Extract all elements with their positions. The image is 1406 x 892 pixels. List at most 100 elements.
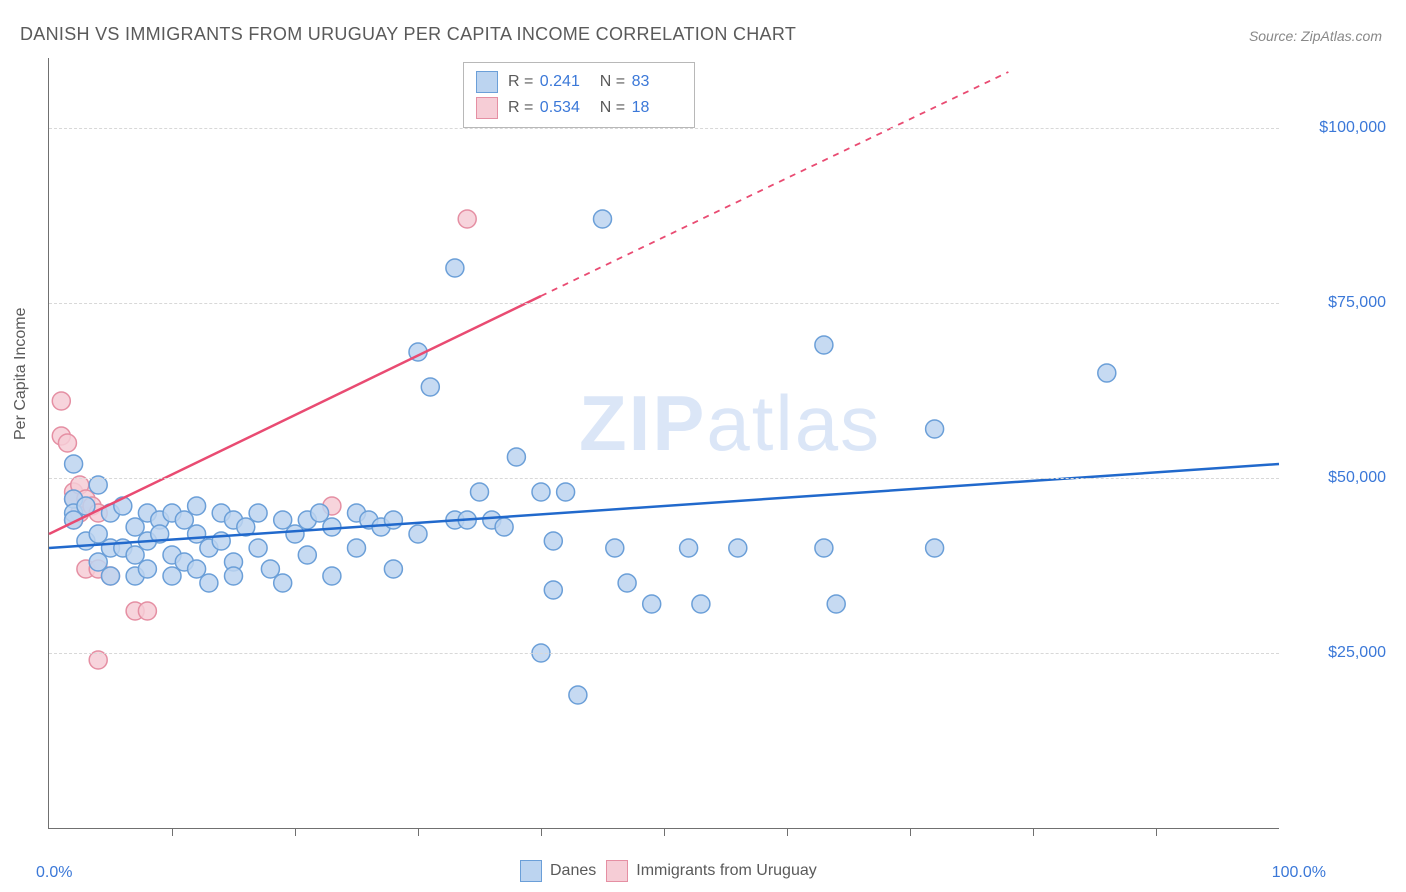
data-point bbox=[544, 581, 562, 599]
data-point bbox=[1098, 364, 1116, 382]
data-point bbox=[249, 504, 267, 522]
data-point bbox=[827, 595, 845, 613]
data-point bbox=[188, 560, 206, 578]
legend-row-uruguay: R = 0.534 N = 18 bbox=[476, 95, 682, 121]
data-point bbox=[926, 539, 944, 557]
data-point bbox=[618, 574, 636, 592]
n-label: N = bbox=[600, 99, 630, 116]
n-value-uruguay: 18 bbox=[632, 99, 682, 117]
data-point bbox=[606, 539, 624, 557]
data-point bbox=[557, 483, 575, 501]
y-tick-label: $100,000 bbox=[1319, 119, 1386, 137]
x-tick bbox=[664, 828, 665, 836]
x-tick bbox=[787, 828, 788, 836]
data-point bbox=[200, 574, 218, 592]
data-point bbox=[348, 539, 366, 557]
danes-swatch-bottom bbox=[520, 860, 542, 882]
uruguay-swatch-bottom bbox=[606, 860, 628, 882]
data-point bbox=[249, 539, 267, 557]
r-label: R = bbox=[508, 73, 538, 90]
data-point bbox=[188, 525, 206, 543]
gridline bbox=[49, 653, 1279, 654]
scatter-plot-svg bbox=[49, 58, 1279, 828]
data-point bbox=[471, 483, 489, 501]
data-point bbox=[692, 595, 710, 613]
data-point bbox=[815, 336, 833, 354]
danes-swatch bbox=[476, 71, 498, 93]
data-point bbox=[594, 210, 612, 228]
data-point bbox=[138, 602, 156, 620]
data-point bbox=[274, 574, 292, 592]
data-point bbox=[680, 539, 698, 557]
uruguay-label: Immigrants from Uruguay bbox=[636, 862, 817, 880]
y-tick-label: $75,000 bbox=[1328, 294, 1386, 312]
n-value-danes: 83 bbox=[632, 73, 682, 91]
data-point bbox=[102, 567, 120, 585]
x-tick bbox=[1033, 828, 1034, 836]
series-legend: Danes Immigrants from Uruguay bbox=[520, 860, 817, 882]
r-value-danes: 0.241 bbox=[540, 73, 590, 91]
data-point bbox=[188, 497, 206, 515]
data-point bbox=[926, 420, 944, 438]
trend-line-uruguay bbox=[49, 296, 541, 534]
legend-row-danes: R = 0.241 N = 83 bbox=[476, 69, 682, 95]
data-point bbox=[274, 511, 292, 529]
x-tick bbox=[172, 828, 173, 836]
x-tick bbox=[418, 828, 419, 836]
data-point bbox=[126, 518, 144, 536]
gridline bbox=[49, 128, 1279, 129]
data-point bbox=[52, 392, 70, 410]
gridline bbox=[49, 478, 1279, 479]
data-point bbox=[458, 210, 476, 228]
x-tick bbox=[295, 828, 296, 836]
data-point bbox=[384, 560, 402, 578]
data-point bbox=[569, 686, 587, 704]
data-point bbox=[495, 518, 513, 536]
danes-label: Danes bbox=[550, 862, 596, 880]
data-point bbox=[446, 259, 464, 277]
correlation-legend: R = 0.241 N = 83 R = 0.534 N = 18 bbox=[463, 62, 695, 128]
data-point bbox=[286, 525, 304, 543]
data-point bbox=[65, 455, 83, 473]
data-point bbox=[532, 483, 550, 501]
data-point bbox=[138, 560, 156, 578]
n-label: N = bbox=[600, 73, 630, 90]
data-point bbox=[175, 511, 193, 529]
r-value-uruguay: 0.534 bbox=[540, 99, 590, 117]
data-point bbox=[89, 525, 107, 543]
gridline bbox=[49, 303, 1279, 304]
x-axis-max-label: 100.0% bbox=[1272, 864, 1326, 882]
source-attribution: Source: ZipAtlas.com bbox=[1249, 28, 1382, 44]
data-point bbox=[311, 504, 329, 522]
data-point bbox=[114, 497, 132, 515]
data-point bbox=[544, 532, 562, 550]
plot-area: ZIPatlas R = 0.241 N = 83 R = 0.534 N = … bbox=[48, 58, 1279, 829]
uruguay-swatch bbox=[476, 97, 498, 119]
data-point bbox=[58, 434, 76, 452]
data-point bbox=[729, 539, 747, 557]
data-point bbox=[409, 525, 427, 543]
y-axis-label: Per Capita Income bbox=[12, 307, 30, 440]
x-tick bbox=[1156, 828, 1157, 836]
data-point bbox=[261, 560, 279, 578]
data-point bbox=[163, 567, 181, 585]
data-point bbox=[89, 553, 107, 571]
x-tick bbox=[910, 828, 911, 836]
data-point bbox=[298, 546, 316, 564]
data-point bbox=[421, 378, 439, 396]
data-point bbox=[384, 511, 402, 529]
data-point bbox=[126, 546, 144, 564]
data-point bbox=[225, 567, 243, 585]
y-tick-label: $50,000 bbox=[1328, 469, 1386, 487]
trend-line-danes bbox=[49, 464, 1279, 548]
chart-title: DANISH VS IMMIGRANTS FROM URUGUAY PER CA… bbox=[20, 24, 796, 45]
data-point bbox=[643, 595, 661, 613]
y-tick-label: $25,000 bbox=[1328, 644, 1386, 662]
data-point bbox=[507, 448, 525, 466]
r-label: R = bbox=[508, 99, 538, 116]
data-point bbox=[323, 567, 341, 585]
x-tick bbox=[541, 828, 542, 836]
legend-item-uruguay: Immigrants from Uruguay bbox=[606, 860, 817, 882]
x-axis-min-label: 0.0% bbox=[36, 864, 72, 882]
legend-item-danes: Danes bbox=[520, 860, 596, 882]
